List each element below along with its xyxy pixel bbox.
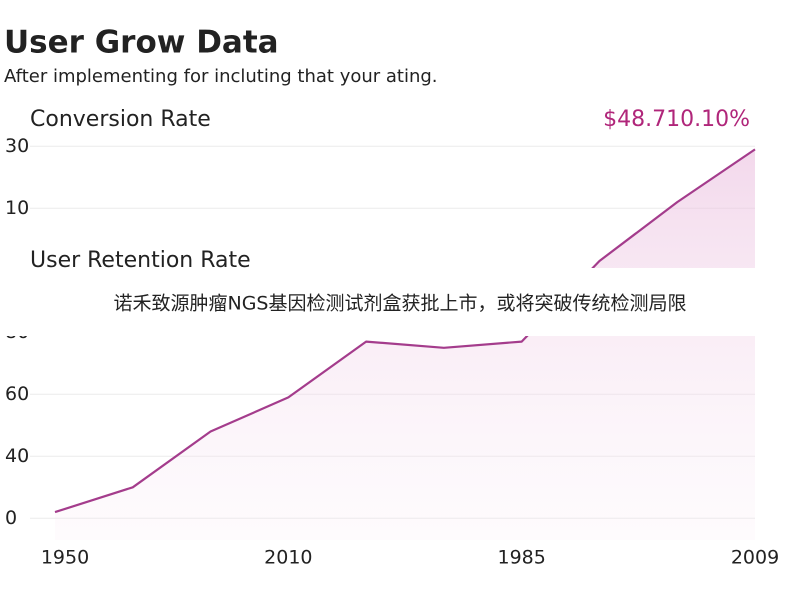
x-tick-label: 1950 — [41, 547, 89, 569]
y-tick-label: 10 — [5, 197, 29, 219]
y-tick-label: 0 — [5, 507, 17, 529]
overlay-text: 诺禾致源肿瘤NGS基因检测试剂盒获批上市，或将突破传统检测局限 — [114, 293, 687, 315]
x-tick-label: 1985 — [497, 547, 545, 569]
annotation: Conversion Rate — [30, 107, 211, 132]
plot-area: 040608010301950201019852009 — [5, 135, 779, 569]
chart-title: User Grow Data — [4, 25, 279, 61]
y-tick-label: 40 — [5, 445, 29, 467]
annotation: $48.710.10% — [603, 107, 750, 132]
y-tick-label: 60 — [5, 383, 29, 405]
y-tick-label: 30 — [5, 135, 29, 157]
overlay-banner — [0, 268, 800, 336]
x-tick-label: 2010 — [264, 547, 312, 569]
line — [54, 148, 756, 514]
chart-subtitle: After implementing for incluting that yo… — [4, 66, 438, 87]
x-tick-label: 2009 — [731, 547, 779, 569]
